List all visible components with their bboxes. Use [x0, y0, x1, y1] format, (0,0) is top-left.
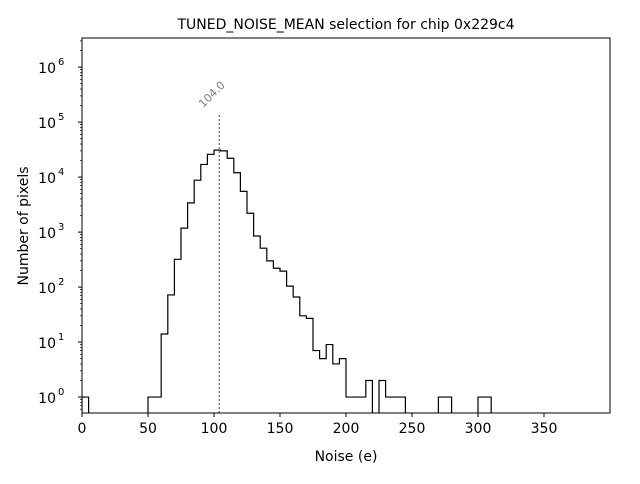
histogram-step-line	[82, 149, 492, 413]
y-tick-exponent: 2	[58, 277, 64, 288]
histogram-bin	[240, 191, 247, 413]
histogram-bin	[293, 297, 300, 413]
histogram-bin	[386, 397, 393, 413]
histogram-bin	[267, 261, 274, 413]
histogram-bin	[194, 180, 201, 413]
histogram-bin	[234, 173, 241, 413]
histogram-bin	[359, 397, 366, 413]
x-tick-label: 350	[531, 421, 558, 437]
histogram-bin	[445, 397, 452, 413]
y-tick-label: 10	[38, 226, 56, 242]
histogram-bin	[155, 397, 162, 413]
y-tick-exponent: 6	[58, 57, 64, 68]
y-tick-label: 10	[38, 61, 56, 77]
x-tick-label: 0	[78, 421, 87, 437]
histogram-bin	[174, 259, 181, 413]
x-tick-label: 200	[333, 421, 360, 437]
y-tick-exponent: 1	[58, 332, 64, 343]
y-tick-label: 10	[38, 336, 56, 352]
x-tick-label: 300	[465, 421, 492, 437]
histogram-bin	[485, 397, 492, 413]
x-tick-label: 100	[201, 421, 228, 437]
histogram-bin	[313, 351, 320, 413]
histogram-bin	[300, 316, 307, 413]
histogram-bin	[438, 397, 445, 413]
histogram-bin	[188, 203, 195, 413]
histogram-bin	[254, 236, 261, 413]
x-tick-label: 50	[139, 421, 157, 437]
y-tick-exponent: 0	[58, 387, 64, 398]
histogram-bin	[326, 345, 333, 413]
y-tick-label: 10	[38, 116, 56, 132]
x-tick-label: 150	[267, 421, 294, 437]
histogram-bin	[181, 228, 188, 413]
histogram-bin	[320, 359, 327, 413]
histogram-bin	[221, 151, 228, 413]
histogram-bin	[214, 150, 221, 413]
histogram-bin	[207, 154, 214, 413]
histogram-bin	[366, 381, 373, 413]
histogram-bin	[280, 271, 287, 413]
chart-title: TUNED_NOISE_MEAN selection for chip 0x22…	[176, 17, 514, 33]
histogram-bin	[306, 318, 313, 413]
histogram-bin	[227, 158, 234, 413]
y-tick-exponent: 4	[58, 167, 64, 178]
y-tick-exponent: 5	[58, 112, 64, 123]
histogram-bin	[399, 397, 406, 413]
histogram-bin	[287, 286, 294, 413]
x-tick-label: 250	[399, 421, 426, 437]
histogram-bin	[260, 248, 267, 413]
histogram-bin	[168, 295, 175, 413]
y-tick-exponent: 3	[58, 222, 64, 233]
histogram-bin	[478, 397, 485, 413]
y-tick-label: 10	[38, 281, 56, 297]
histogram-bin	[353, 397, 360, 413]
histogram-bin	[379, 381, 386, 413]
mean-marker-label: 104.0	[196, 79, 227, 110]
histogram-bin	[201, 164, 208, 413]
x-axis-label: Noise (e)	[315, 449, 378, 465]
histogram-bin	[82, 397, 89, 413]
histogram-bin	[346, 397, 353, 413]
histogram-bin	[339, 359, 346, 413]
histogram-bin	[333, 364, 340, 413]
y-axis-label: Number of pixels	[16, 166, 32, 285]
histogram-bin	[148, 397, 155, 413]
y-tick-label: 10	[38, 391, 56, 407]
y-tick-label: 10	[38, 171, 56, 187]
histogram-bin	[247, 213, 254, 413]
plot-frame	[81, 37, 611, 414]
histogram-bin	[273, 268, 280, 413]
histogram-bin	[161, 334, 168, 413]
histogram-bin	[392, 397, 399, 413]
